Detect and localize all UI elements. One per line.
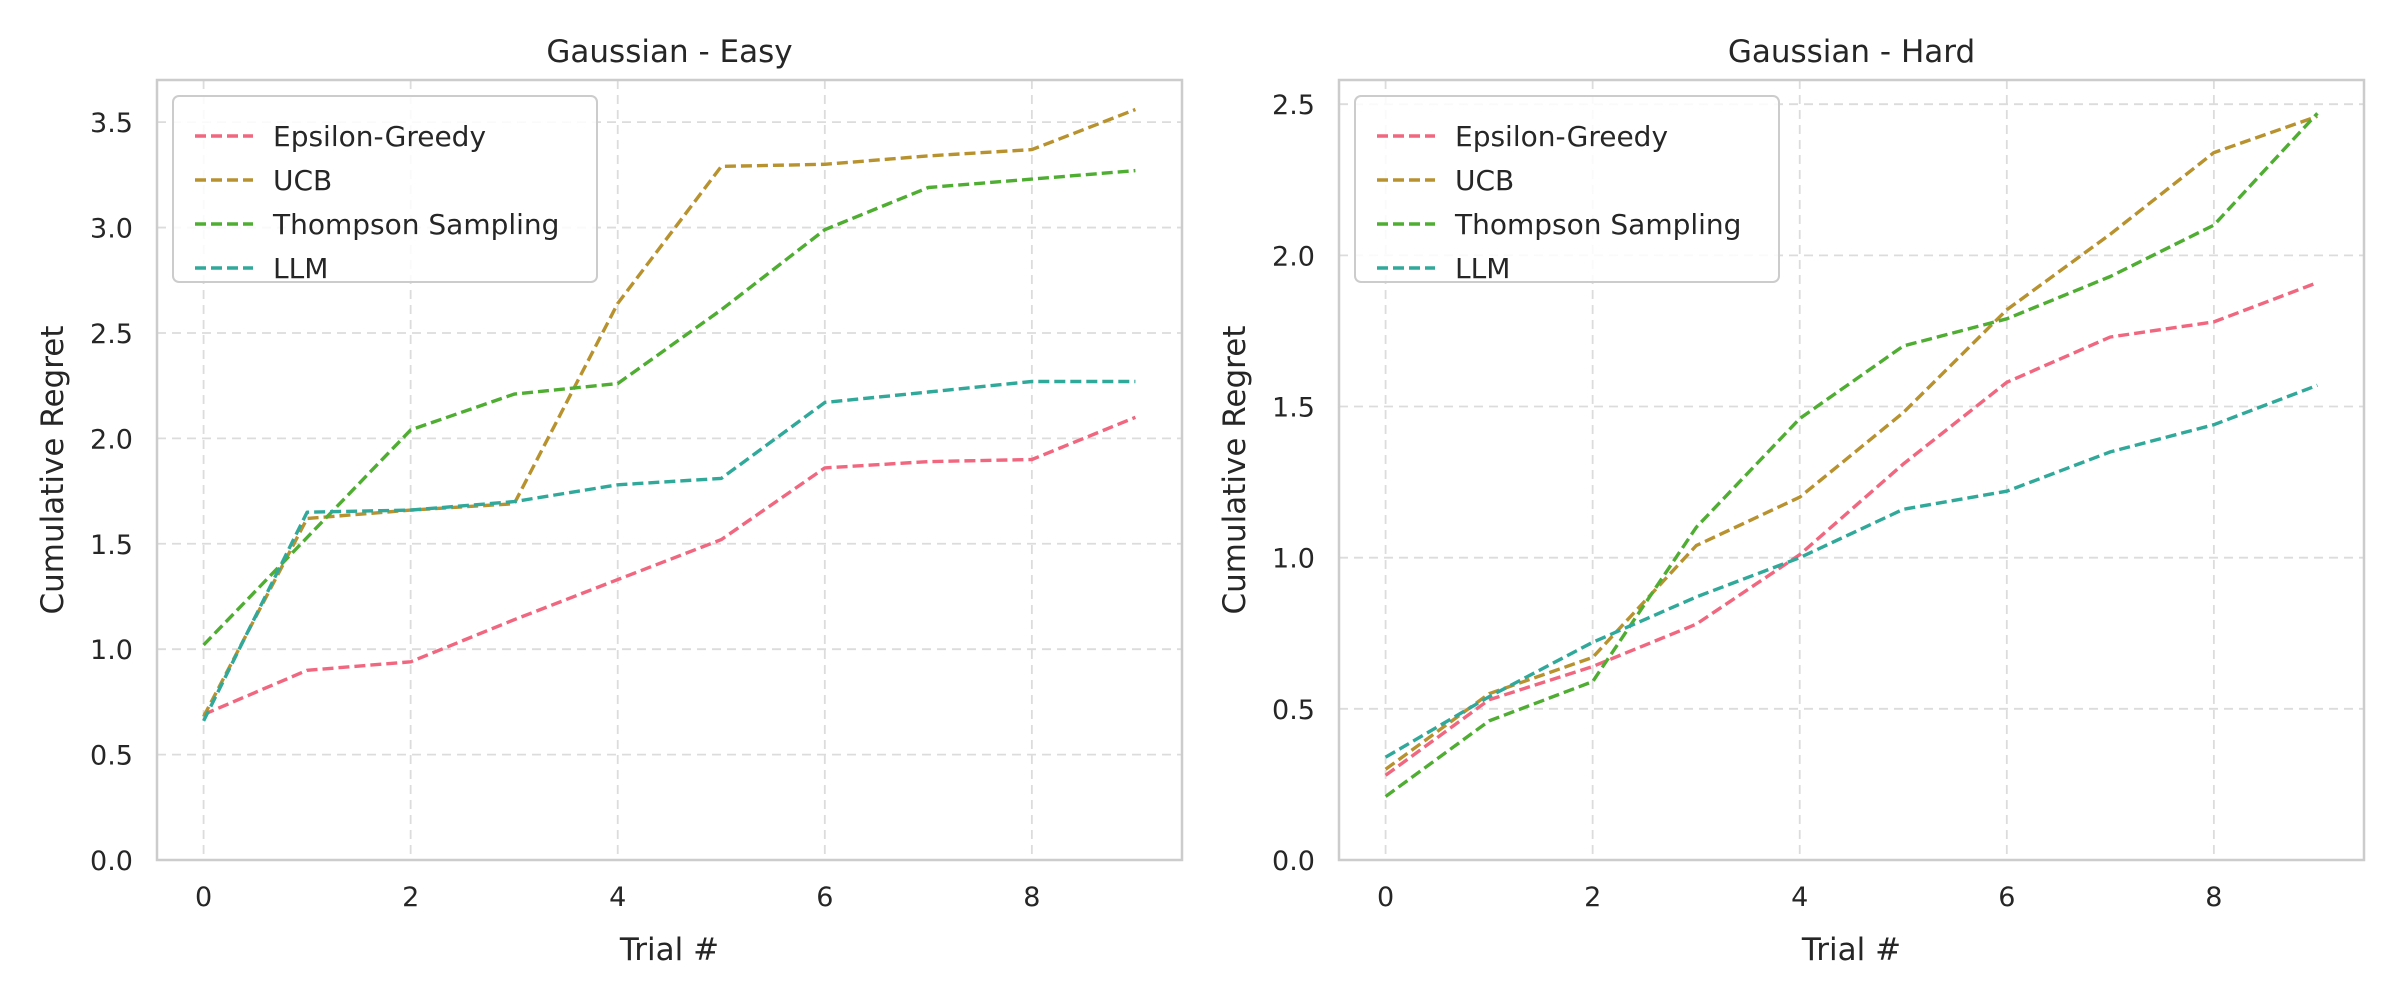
x-tick-label: 2: [402, 882, 419, 913]
x-tick-label: 4: [1791, 882, 1808, 913]
series-line-ucb: [1384, 114, 2318, 771]
y-tick-label: 0.5: [90, 741, 133, 772]
y-tick-label: 2.0: [1272, 241, 1315, 272]
chart-title: Gaussian - Hard: [1728, 34, 1975, 70]
y-tick-label: 1.5: [1272, 393, 1315, 424]
legend-label: LLM: [273, 252, 328, 285]
y-axis-label: Cumulative Regret: [1217, 326, 1253, 615]
legend-box: [1354, 95, 1780, 283]
legend-label: Epsilon-Greedy: [1455, 120, 1668, 153]
x-tick-label: 2: [1584, 882, 1601, 913]
x-axis-label: Trial #: [619, 932, 719, 968]
x-axis-label: Trial #: [1801, 932, 1901, 968]
series-line-llm: [1384, 383, 2319, 759]
x-tick-label: 6: [1998, 882, 2015, 913]
y-axis-label: Cumulative Regret: [35, 326, 71, 615]
legend-label: UCB: [273, 164, 332, 197]
legend: Epsilon-Greedy UCB Thompson Sampling LLM: [1354, 95, 1780, 285]
chart-panel-1: 0 2 4 6 8 0.0 0.5 1.0 1.5 2.0 2.5 3.0 3.5 Gaussian - …: [35, 34, 1184, 968]
legend: Epsilon-Greedy UCB Thompson Sampling LLM: [172, 95, 598, 285]
x-tick-label: 8: [1023, 882, 1040, 913]
x-tick-label: 8: [2205, 882, 2222, 913]
y-tick-label: 1.0: [1272, 544, 1315, 575]
y-tick-label: 0.0: [1272, 846, 1315, 877]
y-tick-label: 1.0: [90, 635, 133, 666]
series-line-epsilon-greedy: [1384, 281, 2319, 777]
axes-frame: [1337, 78, 2366, 862]
y-tick-label: 2.5: [90, 319, 133, 350]
y-tick-label: 3.0: [90, 214, 133, 245]
y-tick-label: 2.5: [1272, 90, 1315, 121]
series-line-thompson-sampling: [202, 168, 1136, 647]
legend-label: LLM: [1455, 252, 1510, 285]
series-line-ucb: [202, 107, 1137, 718]
x-tick-label: 4: [609, 882, 626, 913]
x-tick-label: 6: [816, 882, 833, 913]
y-tick-label: 0.0: [90, 846, 133, 877]
series-line-llm: [202, 379, 1136, 722]
axes-frame: [155, 78, 1184, 862]
x-tick-label: 0: [1377, 882, 1394, 913]
legend-label: Thompson Sampling: [272, 208, 559, 241]
y-tick-label: 1.5: [90, 530, 133, 561]
chart-title: Gaussian - Easy: [546, 34, 792, 70]
y-tick-label: 3.5: [90, 108, 133, 139]
series-line-thompson-sampling: [1384, 112, 2319, 798]
x-tick-label: 0: [195, 882, 212, 913]
y-tick-label: 2.0: [90, 424, 133, 455]
legend-label: UCB: [1455, 164, 1514, 197]
chart-panel-2: 0 2 4 6 8 0.0 0.5 1.0 1.5 2.0 2.5 Gaussian - Hard Tr…: [1217, 34, 2366, 968]
legend-label: Thompson Sampling: [1454, 208, 1741, 241]
legend-label: Epsilon-Greedy: [273, 120, 486, 153]
series-line-epsilon-greedy: [202, 415, 1137, 717]
y-tick-label: 0.5: [1272, 695, 1315, 726]
legend-box: [172, 95, 598, 283]
